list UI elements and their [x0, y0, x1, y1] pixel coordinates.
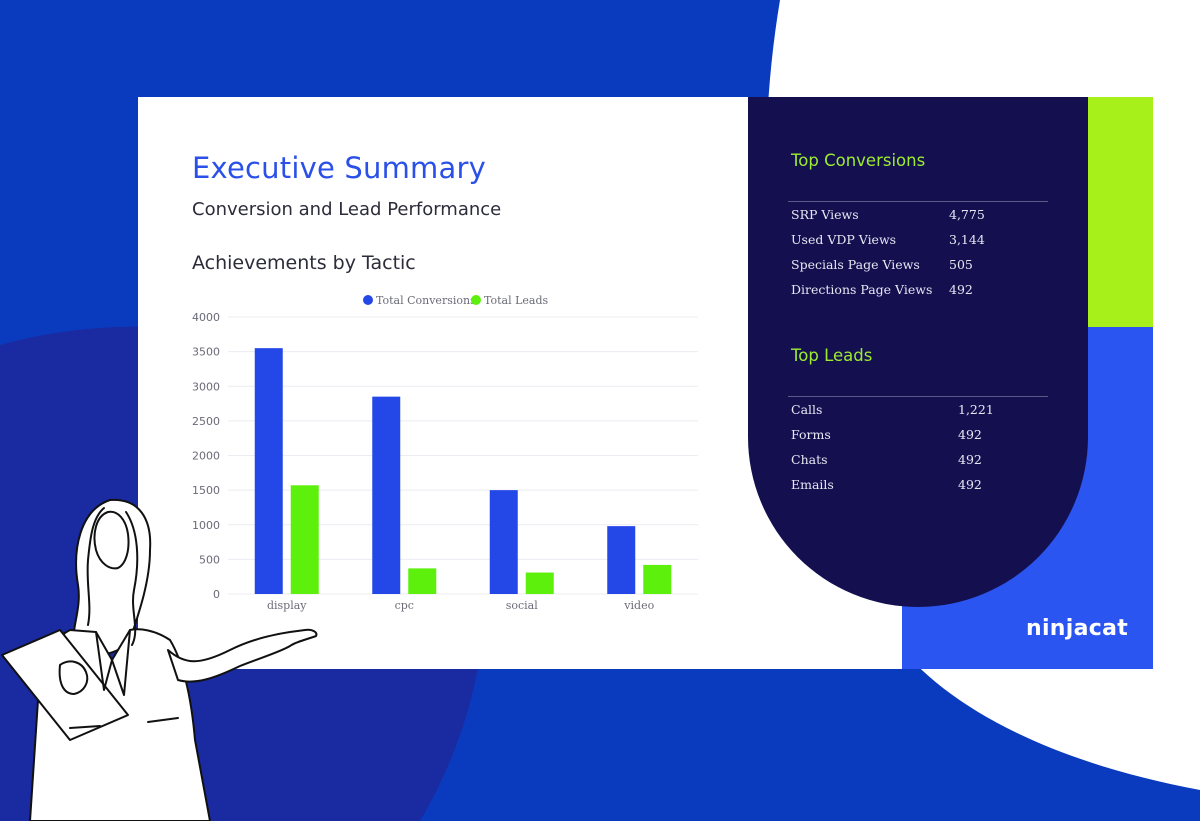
- lead-value: 1,221: [958, 402, 994, 417]
- report-slide: Executive Summary Conversion and Lead Pe…: [138, 97, 1153, 669]
- accent-green-block: [1088, 97, 1153, 327]
- summary-panel: Top Conversions SRP Views 4,775 Used VDP…: [748, 97, 1088, 607]
- bar-conversions-video: [607, 526, 636, 594]
- lead-label: Calls: [791, 402, 823, 417]
- bar-leads-cpc: [408, 568, 437, 594]
- x-tick-label: cpc: [395, 599, 414, 612]
- achievements-bar-chart: 0 500 1000 1500 2000 2500 3000 3500 4000 display c…: [192, 294, 698, 612]
- bar-leads-social: [525, 572, 554, 594]
- conversion-row: SRP Views 4,775: [791, 207, 1051, 227]
- lead-value: 492: [958, 477, 982, 492]
- brand-logo: ninjacat: [1026, 616, 1129, 641]
- y-tick-label: 1000: [192, 519, 220, 532]
- y-tick-label: 2500: [192, 415, 220, 428]
- lead-row: Chats 492: [791, 452, 1051, 472]
- conversion-value: 505: [949, 257, 973, 272]
- conversion-label: Specials Page Views: [791, 257, 920, 272]
- bar-conversions-social: [489, 490, 518, 594]
- legend-swatch: [363, 295, 373, 305]
- conversion-row: Used VDP Views 3,144: [791, 232, 1051, 252]
- conversion-row: Directions Page Views 492: [791, 282, 1051, 302]
- page-subtitle: Conversion and Lead Performance: [192, 199, 502, 220]
- conversion-label: Used VDP Views: [791, 232, 897, 247]
- lead-value: 492: [958, 427, 982, 442]
- y-tick-label: 3000: [192, 380, 220, 393]
- divider: [788, 201, 1048, 202]
- page-title: Executive Summary: [192, 151, 486, 185]
- x-tick-label: social: [506, 599, 539, 612]
- lead-row: Forms 492: [791, 427, 1051, 447]
- conversion-value: 3,144: [949, 232, 985, 247]
- bar-leads-video: [643, 564, 672, 594]
- y-tick-label: 4000: [192, 311, 220, 324]
- conversion-value: 4,775: [949, 207, 985, 222]
- conversion-value: 492: [949, 282, 973, 297]
- bar-leads-display: [290, 485, 319, 594]
- lead-label: Chats: [791, 452, 828, 467]
- x-tick-label: video: [623, 599, 654, 612]
- presenter-illustration: [1, 498, 318, 821]
- y-tick-label: 2000: [192, 450, 220, 463]
- top-conversions-title: Top Conversions: [791, 151, 926, 170]
- y-tick-label: 0: [213, 588, 220, 601]
- conversion-row: Specials Page Views 505: [791, 257, 1051, 277]
- top-leads-title: Top Leads: [791, 346, 873, 365]
- y-tick-label: 1500: [192, 484, 220, 497]
- lead-value: 492: [958, 452, 982, 467]
- legend-label: Total Conversions: [376, 294, 476, 307]
- lead-label: Emails: [791, 477, 834, 492]
- y-tick-label: 3500: [192, 346, 220, 359]
- conversion-label: Directions Page Views: [791, 282, 933, 297]
- y-tick-label: 500: [199, 553, 220, 566]
- x-tick-label: display: [267, 599, 307, 612]
- divider: [788, 396, 1048, 397]
- bar-conversions-display: [254, 348, 283, 594]
- chart-heading: Achievements by Tactic: [192, 252, 416, 274]
- lead-row: Emails 492: [791, 477, 1051, 497]
- legend-label: Total Leads: [484, 294, 549, 307]
- lead-label: Forms: [791, 427, 831, 442]
- conversion-label: SRP Views: [791, 207, 859, 222]
- legend-swatch: [471, 295, 481, 305]
- lead-row: Calls 1,221: [791, 402, 1051, 422]
- bar-conversions-cpc: [372, 396, 401, 594]
